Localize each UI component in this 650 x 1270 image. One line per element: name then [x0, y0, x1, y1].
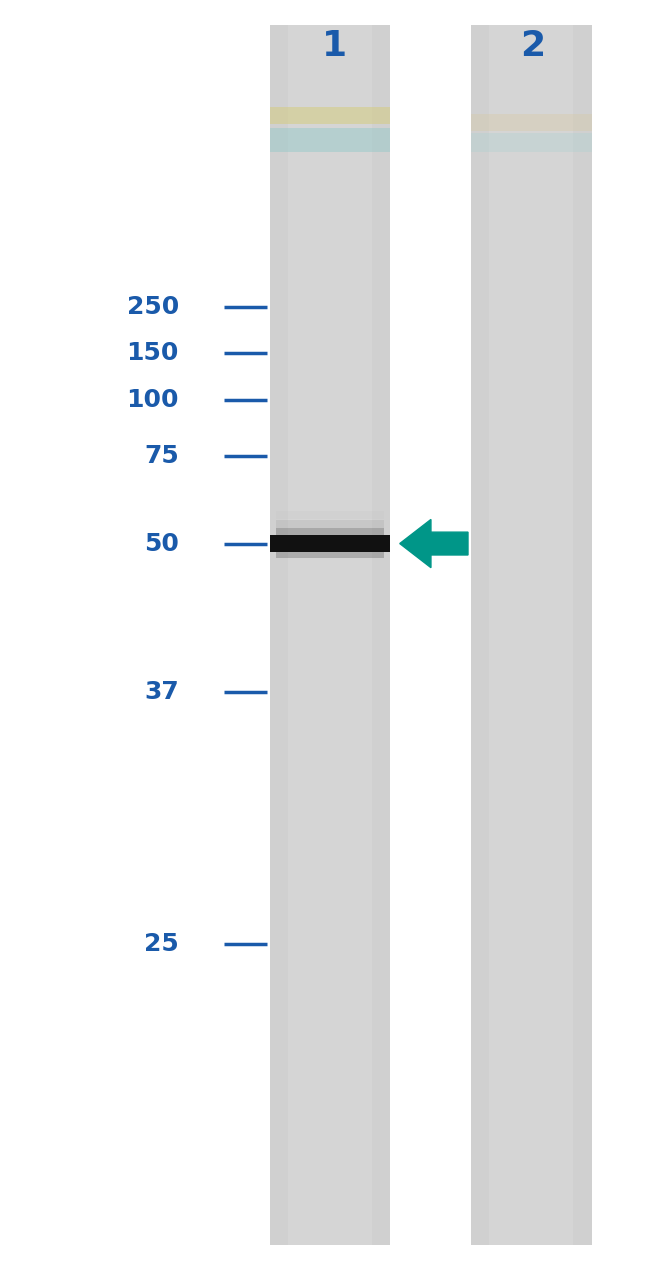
Bar	[270, 128, 390, 152]
Bar	[471, 133, 592, 152]
Bar	[270, 536, 390, 551]
Bar	[471, 25, 592, 1245]
Bar	[489, 25, 573, 1245]
Bar	[270, 107, 390, 124]
Text: 1: 1	[322, 29, 347, 62]
Text: 2: 2	[521, 29, 545, 62]
Bar	[276, 521, 384, 528]
Text: 250: 250	[127, 296, 179, 319]
Bar	[276, 512, 384, 519]
Text: 50: 50	[144, 532, 179, 555]
Text: 150: 150	[126, 342, 179, 364]
FancyArrow shape	[400, 519, 468, 568]
Text: 25: 25	[144, 932, 179, 955]
Bar	[270, 25, 390, 1245]
Text: 100: 100	[126, 389, 179, 411]
Text: 75: 75	[144, 444, 179, 467]
Bar	[471, 114, 592, 131]
Bar	[276, 551, 384, 559]
Text: 37: 37	[144, 681, 179, 704]
Bar	[276, 528, 384, 536]
Bar	[288, 25, 372, 1245]
